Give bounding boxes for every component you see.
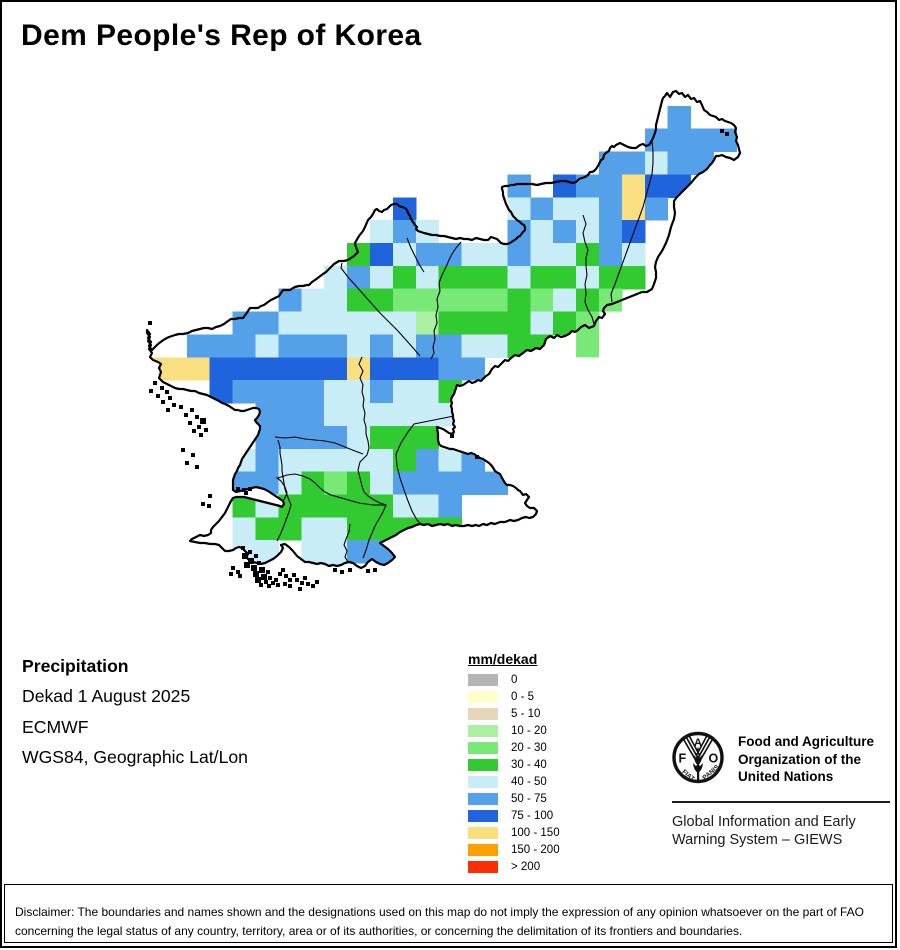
svg-text:A: A: [694, 737, 702, 749]
svg-text:O: O: [709, 752, 719, 766]
svg-text:F: F: [679, 752, 687, 766]
